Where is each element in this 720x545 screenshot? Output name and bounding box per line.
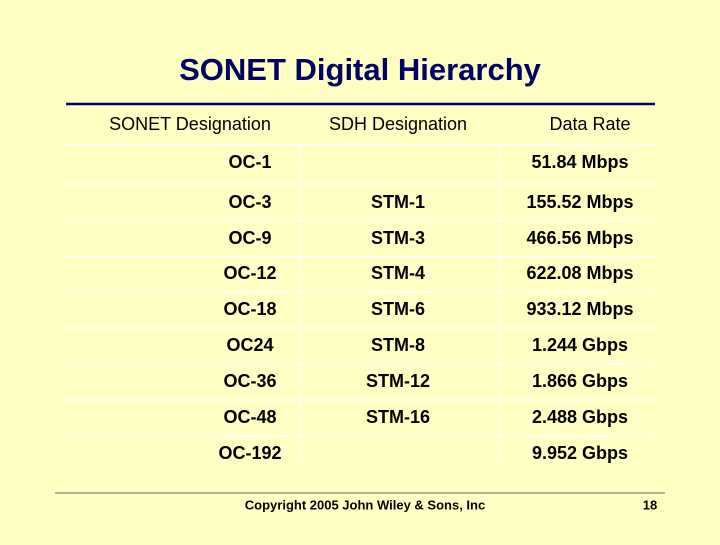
table-cell: OC-192	[218, 443, 281, 463]
table-cell: 155.52 Mbps	[526, 192, 633, 212]
table-cell: STM-6	[371, 299, 425, 319]
table: SONET Designation SDH Designation Data Rat…	[62, 114, 655, 472]
table-cell: STM-3	[371, 228, 425, 248]
table-cell: STM-4	[371, 263, 425, 283]
table-cell: 622.08 Mbps	[526, 263, 633, 283]
table-cell: STM-12	[366, 371, 430, 391]
table-cell: OC-9	[228, 228, 271, 248]
table-cell: OC-12	[223, 263, 276, 283]
table-cell: 9.952 Gbps	[532, 443, 628, 463]
table-cell: 1.244 Gbps	[532, 335, 628, 355]
table-cell: OC-3	[228, 192, 271, 212]
table-cell: STM-1	[371, 192, 425, 212]
table-cell: 2.488 Gbps	[532, 407, 628, 427]
table-cell: 466.56 Mbps	[526, 228, 633, 248]
table-cell: OC-36	[223, 371, 276, 391]
table-cell: 51.84 Mbps	[531, 152, 628, 172]
table-cell: 1.866 Gbps	[532, 371, 628, 391]
header-cell: SONET Designation	[109, 114, 271, 134]
table-cell: STM-8	[371, 335, 425, 355]
table-cell: STM-16	[366, 407, 430, 427]
table-cell: OC-18	[223, 299, 276, 319]
page-number: 18	[643, 497, 657, 512]
table-cell: OC-48	[223, 407, 276, 427]
table-cell: OC-1	[228, 152, 271, 172]
header-cell: SDH Designation	[329, 114, 467, 134]
header-cell: Data Rate	[549, 114, 630, 134]
table-cell: OC24	[226, 335, 273, 355]
table-cell: 933.12 Mbps	[526, 299, 633, 319]
copyright: Copyright 2005 John Wiley & Sons, Inc	[245, 497, 485, 512]
slide-title: SONET Digital Hierarchy	[179, 52, 542, 87]
